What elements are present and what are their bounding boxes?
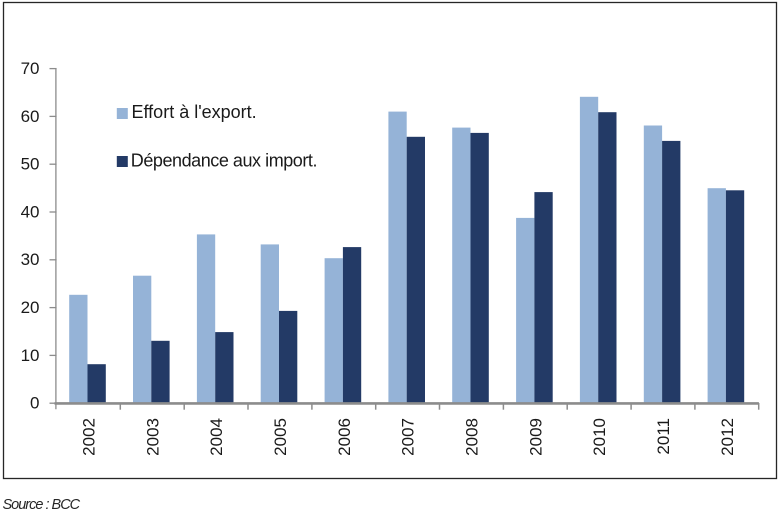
svg-text:2003: 2003	[143, 418, 162, 456]
svg-text:20: 20	[21, 298, 40, 317]
svg-text:0: 0	[30, 394, 39, 413]
svg-text:2012: 2012	[718, 418, 737, 456]
svg-text:2011: 2011	[654, 418, 673, 455]
svg-text:10: 10	[21, 346, 40, 365]
svg-text:50: 50	[21, 155, 40, 174]
svg-text:70: 70	[21, 59, 40, 78]
svg-text:2004: 2004	[207, 418, 226, 456]
svg-text:2008: 2008	[463, 418, 482, 456]
svg-text:2010: 2010	[590, 418, 609, 456]
svg-text:2002: 2002	[79, 418, 98, 456]
svg-text:2007: 2007	[399, 418, 418, 456]
svg-text:2005: 2005	[271, 418, 290, 456]
svg-text:30: 30	[21, 250, 40, 269]
svg-text:60: 60	[21, 107, 40, 126]
svg-text:40: 40	[21, 202, 40, 221]
svg-text:Effort à l'export.: Effort à l'export.	[132, 102, 257, 122]
svg-text:2006: 2006	[335, 418, 354, 456]
svg-text:2009: 2009	[526, 418, 545, 456]
svg-text:Dépendance aux import.: Dépendance aux import.	[131, 151, 317, 171]
svg-text:Source : BCC: Source : BCC	[3, 497, 81, 512]
